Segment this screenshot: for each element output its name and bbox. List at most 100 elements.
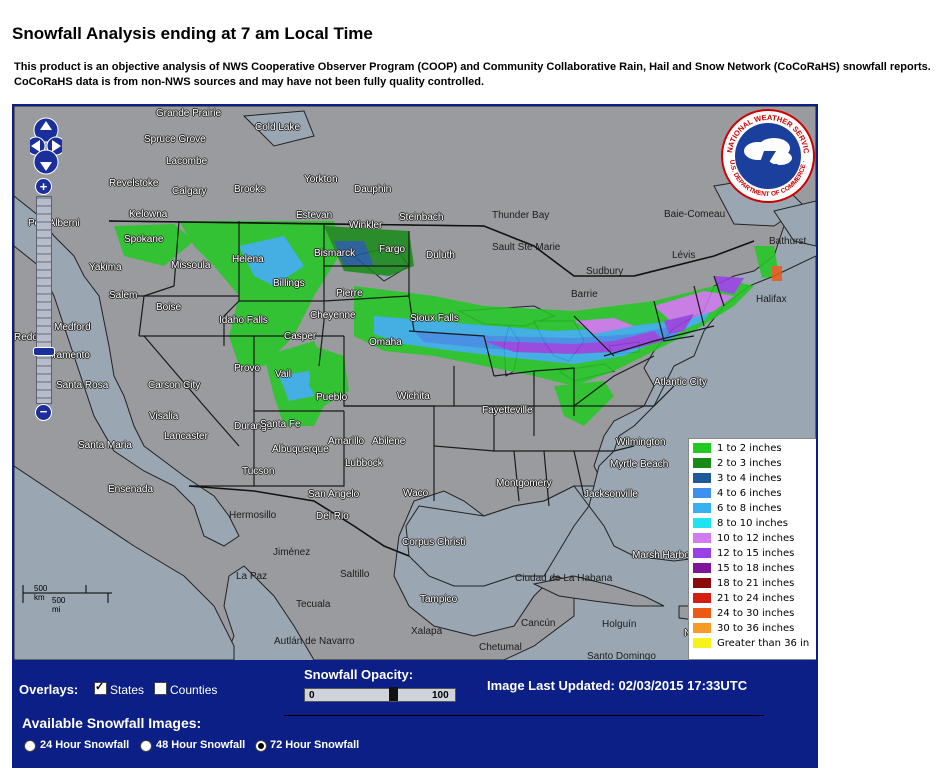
legend-swatch bbox=[693, 548, 711, 558]
city-label: Medford bbox=[54, 322, 91, 333]
controls-panel: Overlays: States Counties Snowfall Opaci… bbox=[14, 662, 816, 766]
legend-label: 6 to 8 inches bbox=[717, 503, 782, 514]
city-label: Thunder Bay bbox=[492, 210, 550, 221]
city-label: Cold Lake bbox=[255, 122, 301, 133]
city-label: Kelowna bbox=[129, 209, 168, 220]
city-label: Baie-Comeau bbox=[664, 209, 726, 220]
legend-swatch bbox=[693, 533, 711, 543]
last-updated: Image Last Updated: 02/03/2015 17:33UTC bbox=[487, 678, 748, 693]
basemap bbox=[14, 106, 816, 660]
legend-label: 4 to 6 inches bbox=[717, 488, 782, 499]
city-label: Lévis bbox=[672, 250, 696, 261]
city-label: Yakima bbox=[89, 262, 122, 273]
city-label: Salem bbox=[109, 290, 138, 301]
legend-label: 1 to 2 inches bbox=[717, 443, 782, 454]
legend-item: 30 to 36 inches bbox=[693, 623, 794, 638]
zoom-in-button[interactable]: + bbox=[35, 178, 52, 195]
city-label: Santa Fe bbox=[260, 419, 301, 430]
legend-item: 1 to 2 inches bbox=[693, 443, 782, 458]
city-label: Jiménez bbox=[273, 547, 311, 558]
city-label: Wilmington bbox=[616, 437, 666, 448]
city-label: Spruce Grove bbox=[144, 134, 206, 145]
city-label: Grande Prairie bbox=[156, 108, 222, 119]
counties-checkbox[interactable] bbox=[154, 682, 167, 695]
scale-bar-icon bbox=[22, 585, 112, 603]
legend-label: 10 to 12 inches bbox=[717, 533, 795, 544]
legend-swatch bbox=[693, 473, 711, 483]
city-label: Bathurst bbox=[769, 236, 807, 247]
city-label: Lubbock bbox=[345, 458, 383, 469]
legend-item: 18 to 21 inches bbox=[693, 578, 794, 593]
legend-item: Greater than 36 in bbox=[693, 638, 809, 653]
city-label: Pierre bbox=[336, 288, 363, 299]
legend-item: 10 to 12 inches bbox=[693, 533, 794, 548]
city-label: Sioux Falls bbox=[410, 313, 459, 324]
city-label: Albuquerque bbox=[272, 444, 329, 455]
opacity-label: Snowfall Opacity: bbox=[304, 667, 414, 682]
city-label: Autlán de Navarro bbox=[274, 636, 355, 647]
city-label: Missoula bbox=[171, 260, 211, 271]
city-label: Spokane bbox=[124, 234, 164, 245]
radio-48-hour[interactable] bbox=[140, 740, 152, 752]
city-label: Ciudad de La Habana bbox=[515, 573, 613, 584]
city-label: Dauphin bbox=[354, 184, 392, 195]
legend-swatch bbox=[693, 503, 711, 513]
pan-control[interactable] bbox=[30, 116, 62, 176]
opacity-slider-thumb[interactable] bbox=[388, 687, 398, 701]
city-label: Sacramento bbox=[36, 350, 90, 361]
city-label: Port Alberni bbox=[28, 218, 80, 229]
city-label: Revelstoke bbox=[109, 178, 159, 189]
snowfall-map[interactable]: Grande Prairie Cold Lake Spruce Grove Lacom… bbox=[14, 106, 816, 660]
city-label: Idaho Falls bbox=[219, 315, 268, 326]
legend-label: 12 to 15 inches bbox=[717, 548, 795, 559]
states-checkbox[interactable] bbox=[94, 680, 107, 695]
zoom-slider-handle[interactable] bbox=[33, 347, 55, 356]
city-label: Yorkton bbox=[304, 174, 338, 185]
legend-item: 24 to 30 inches bbox=[693, 608, 794, 623]
overlays-label: Overlays: bbox=[19, 682, 79, 697]
city-label: Vail bbox=[275, 369, 291, 380]
city-label: Holguín bbox=[602, 619, 637, 630]
legend-swatch bbox=[693, 608, 711, 618]
snowfall-legend: 1 to 2 inches 2 to 3 inches 3 to 4 inches 4… bbox=[688, 438, 816, 660]
city-label: San Angelo bbox=[308, 489, 360, 500]
city-label: Carson City bbox=[148, 380, 201, 391]
city-label: Santa Maria bbox=[78, 440, 132, 451]
map-widget: Grande Prairie Cold Lake Spruce Grove Lacom… bbox=[12, 104, 818, 768]
available-images-label: Available Snowfall Images: bbox=[22, 715, 202, 731]
city-label: Durango bbox=[234, 421, 273, 432]
city-label: Saltillo bbox=[340, 569, 370, 580]
city-label: Pueblo bbox=[316, 392, 348, 403]
city-label: Visalia bbox=[149, 411, 179, 422]
city-label: La Paz bbox=[236, 571, 268, 582]
legend-item: 2 to 3 inches bbox=[693, 458, 782, 473]
opacity-max-label: 100 bbox=[432, 690, 449, 701]
city-label: Lancaster bbox=[164, 431, 208, 442]
city-label: Calgary bbox=[172, 186, 207, 197]
city-label: Halifax bbox=[756, 294, 787, 305]
city-label: Casper bbox=[284, 331, 317, 342]
legend-item: 21 to 24 inches bbox=[693, 593, 794, 608]
city-label: Duluth bbox=[426, 250, 455, 261]
legend-item: 6 to 8 inches bbox=[693, 503, 782, 518]
city-label: Tampico bbox=[420, 594, 458, 605]
city-label: Hermosillo bbox=[229, 510, 277, 521]
legend-label: 21 to 24 inches bbox=[717, 593, 795, 604]
legend-label: 8 to 10 inches bbox=[717, 518, 788, 529]
city-label: Helena bbox=[232, 254, 264, 265]
city-label: Myrtle Beach bbox=[610, 459, 669, 470]
radio-48-hour-label: 48 Hour Snowfall bbox=[156, 739, 246, 751]
zoom-slider[interactable] bbox=[36, 196, 52, 404]
legend-label: Greater than 36 in bbox=[717, 638, 810, 649]
zoom-out-button[interactable]: − bbox=[35, 404, 52, 421]
city-label: Waco bbox=[403, 488, 429, 499]
city-label: Del Rio bbox=[316, 511, 349, 522]
legend-swatch bbox=[693, 488, 711, 498]
legend-label: 18 to 21 inches bbox=[717, 578, 795, 589]
opacity-slider[interactable] bbox=[304, 688, 456, 702]
city-label: Corpus Christi bbox=[402, 537, 466, 548]
radio-72-hour[interactable] bbox=[255, 740, 267, 752]
city-label: Billings bbox=[273, 278, 305, 289]
page-title: Snowfall Analysis ending at 7 am Local T… bbox=[12, 24, 373, 43]
radio-24-hour[interactable] bbox=[24, 740, 36, 752]
